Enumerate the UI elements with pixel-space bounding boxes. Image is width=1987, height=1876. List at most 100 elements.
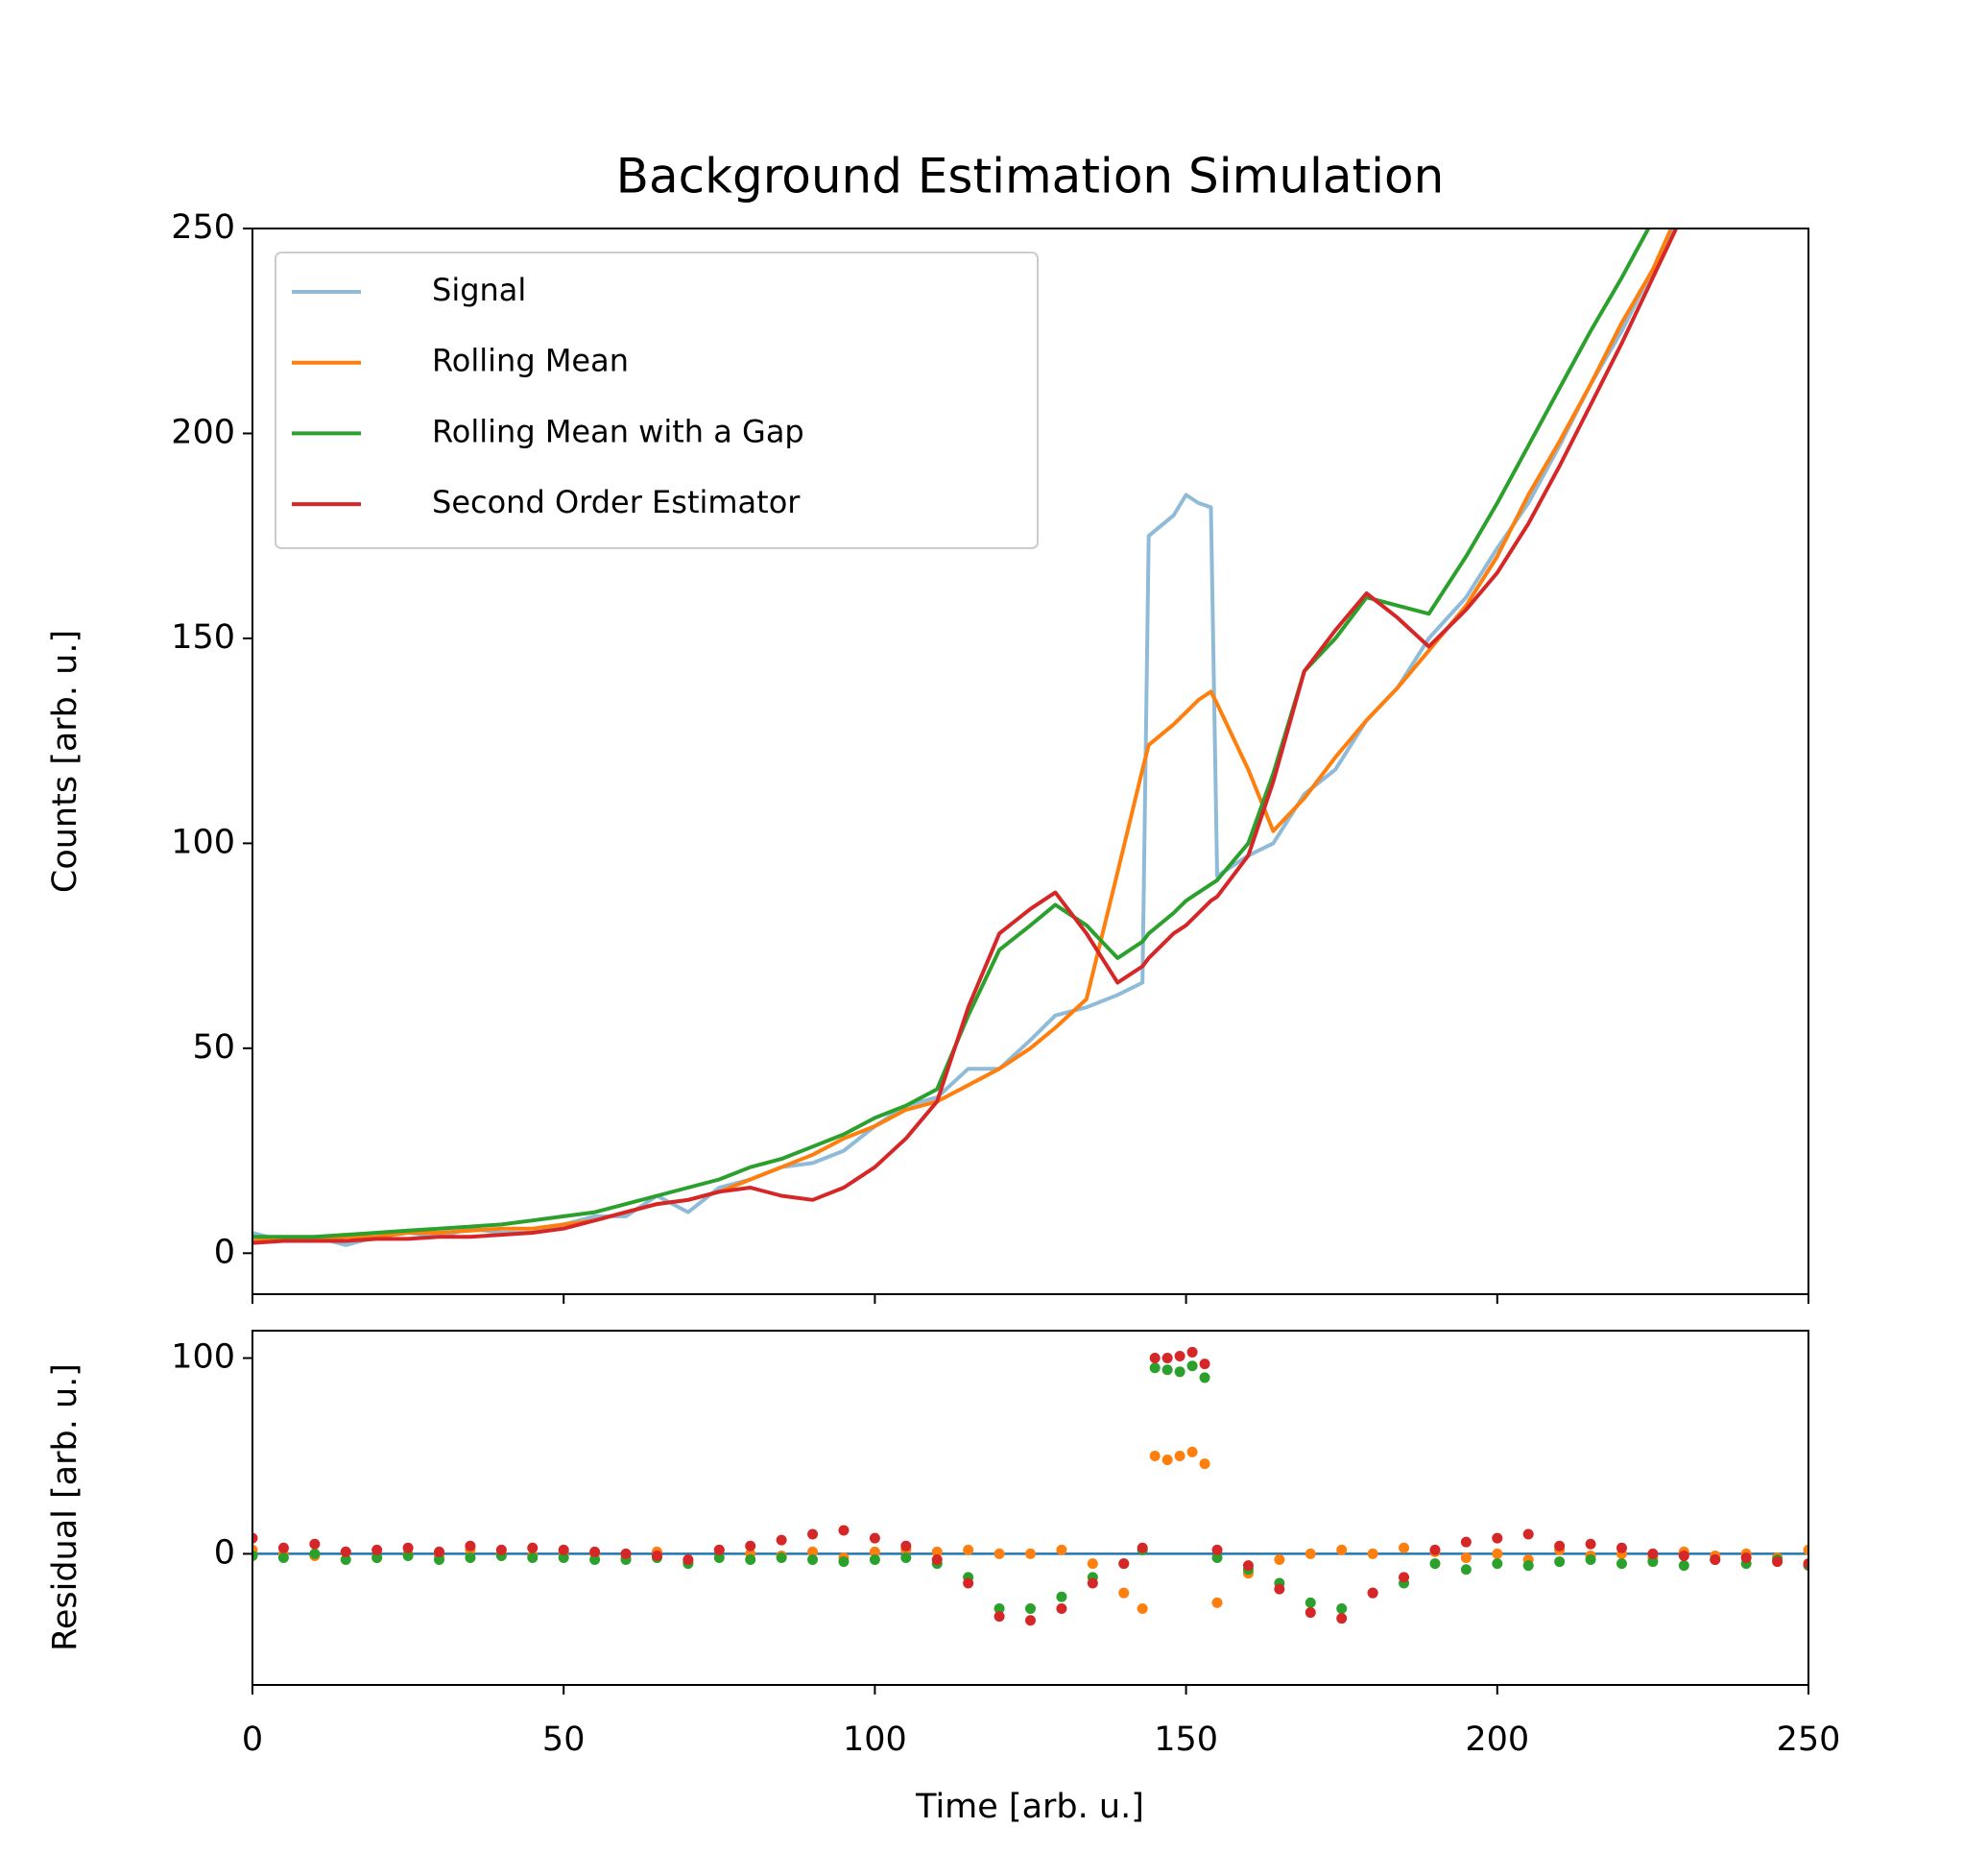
scatter-point [402,1550,414,1561]
plot-area [252,228,1679,1247]
y-axis-label: Residual [arb. u.] [46,1363,84,1651]
x-tick-label: 150 [1154,1720,1218,1759]
scatter-point [1429,1558,1441,1570]
y-tick-label: 0 [214,1233,235,1271]
scatter-point [252,1550,258,1561]
scatter-point [1174,1366,1185,1378]
scatter-point [1211,1544,1223,1555]
scatter-point [994,1548,1005,1559]
line-series [252,228,1679,1245]
scatter-point [1118,1587,1130,1599]
scatter-point [402,1542,414,1553]
scatter-point [1460,1564,1472,1575]
scatter-point [1056,1602,1067,1614]
scatter-point [340,1554,351,1566]
scatter-point [838,1525,850,1536]
scatter-point [745,1540,756,1551]
scatter-point [434,1554,445,1566]
scatter-point [963,1544,974,1555]
legend-label: Signal [432,272,526,308]
scatter-point [1199,1359,1210,1370]
scatter-point [1161,1455,1173,1466]
scatter-point [1585,1554,1596,1566]
scatter-point [1087,1558,1098,1570]
scatter-point [1025,1602,1036,1614]
scatter-point [807,1554,819,1566]
scatter-point [1616,1558,1627,1570]
scatter-point [252,1532,258,1544]
scatter-point [1056,1591,1067,1602]
legend-label: Second Order Estimator [432,484,801,520]
scatter-point [807,1528,819,1540]
scatter-point [1554,1556,1566,1568]
scatter-point [1186,1346,1198,1358]
scatter-point [309,1548,321,1559]
scatter-point [1399,1572,1410,1583]
scatter-point [869,1554,880,1566]
scatter-point [869,1532,880,1544]
scatter-point [1367,1587,1378,1599]
scatter-point [838,1556,850,1568]
scatter-point [931,1546,943,1557]
x-tick-label: 100 [843,1720,907,1759]
scatter-point [1305,1548,1316,1559]
scatter-point [1149,1450,1161,1461]
y-tick-label: 200 [171,413,235,451]
scatter-point [1492,1558,1503,1570]
scatter-point [1056,1544,1067,1555]
y-axis-label: Counts [arb. u.] [46,630,84,893]
scatter-point [1678,1560,1689,1572]
scatter-point [1492,1532,1503,1544]
scatter-point [994,1602,1005,1614]
scatter-point [682,1554,694,1566]
scatter-point [1803,1544,1808,1555]
axes-frame [251,228,1809,1295]
scatter-point [1492,1548,1503,1559]
scatter-point [1367,1548,1378,1559]
scatter-point [371,1551,383,1563]
scatter-point [994,1611,1005,1623]
scatter-point [900,1551,912,1563]
scatter-point [1522,1560,1534,1572]
scatter-point [1087,1577,1098,1589]
scatter-point [620,1548,632,1559]
scatter-point [1242,1560,1254,1572]
scatter-point [1522,1528,1534,1540]
scatter-point [465,1551,476,1563]
scatter-point [1399,1542,1410,1553]
scatter-point [434,1546,445,1557]
x-tick-label: 200 [1465,1720,1529,1759]
scatter-point [277,1542,289,1553]
scatter-point [1429,1544,1441,1555]
legend-box [275,252,1039,549]
scatter-point [1305,1607,1316,1619]
scatter-point [1554,1540,1566,1551]
scatter-point [1336,1613,1348,1624]
y-tick-label: 100 [171,823,235,861]
scatter-point [1772,1556,1784,1568]
scatter-point [309,1538,321,1550]
scatter-point [1585,1538,1596,1550]
scatter-point [745,1554,756,1566]
scatter-point [1336,1602,1348,1614]
scatter-point [1740,1551,1752,1563]
scatter-point [589,1554,601,1566]
scatter-point [1149,1353,1161,1364]
scatter-point [465,1540,476,1551]
scatter-point [371,1544,383,1555]
scatter-point [1174,1450,1185,1461]
scatter-point [1199,1372,1210,1383]
scatter-point [1647,1556,1659,1568]
scatter-point [1211,1551,1223,1563]
scatter-point [900,1540,912,1551]
scatter-point [1336,1544,1348,1555]
scatter-point [558,1544,569,1555]
scatter-point [1460,1551,1472,1563]
scatter-point [1137,1542,1148,1553]
scatter-point [1305,1597,1316,1608]
scatter-point [1137,1602,1148,1614]
scatter-point [1025,1615,1036,1626]
scatter-point [1274,1583,1285,1595]
scatter-point [776,1551,787,1563]
y-tick-label: 250 [171,208,235,247]
